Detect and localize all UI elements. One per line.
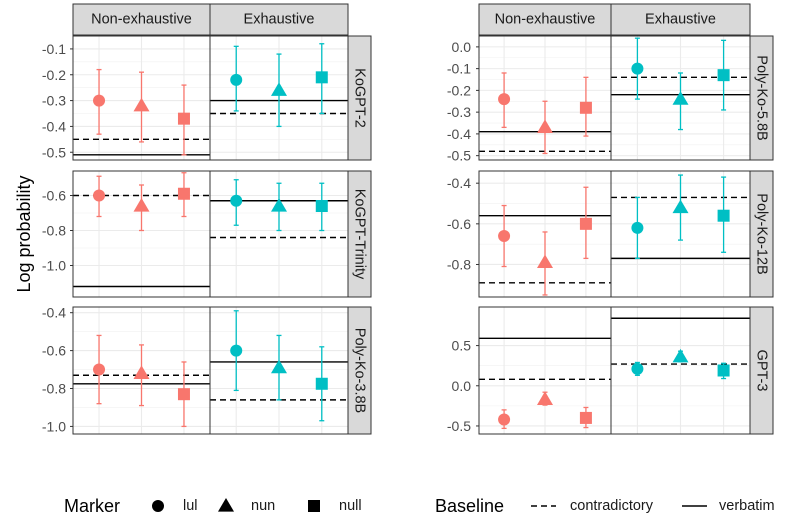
panel-border (610, 35, 751, 161)
y-tick-label: 0.0 (452, 378, 472, 394)
data-point-lul (93, 94, 106, 107)
y-tick-label: 0.5 (452, 338, 472, 354)
legend-key-lul (152, 500, 164, 512)
y-tick-label: -0.4 (42, 118, 66, 134)
data-point-nun (537, 254, 553, 269)
data-point-null (315, 377, 328, 390)
facet-strip-label: Exhaustive (645, 12, 716, 28)
y-tick-label: -0.4 (42, 305, 66, 321)
y-tick-label: -0.6 (42, 343, 66, 359)
data-point-nun (271, 82, 287, 96)
panel-border (610, 170, 751, 298)
facet-strip-exhaustive (209, 3, 349, 36)
y-tick-label: -0.1 (42, 41, 66, 57)
y-tick-label: -0.5 (42, 144, 66, 160)
legend-label-lul: lul (183, 498, 198, 514)
legend-label-null: null (339, 498, 362, 514)
y-tick-label: -0.6 (42, 188, 66, 204)
data-point-lul (631, 62, 644, 75)
facet-strip-label: Exhaustive (244, 12, 315, 28)
facet-strip-label: Non-exhaustive (495, 12, 596, 28)
data-point-null (717, 209, 730, 222)
data-point-null (177, 187, 190, 200)
legend-baseline-title: Baseline (435, 496, 504, 516)
y-tick-label: -0.2 (42, 67, 66, 83)
data-point-nun (133, 97, 150, 112)
legend-key-null (308, 500, 320, 512)
model-strip-label: GPT-3 (754, 350, 770, 392)
y-tick-label: -1.0 (42, 418, 66, 434)
legend-key-nun (218, 498, 234, 512)
data-point-lul (230, 344, 243, 357)
data-point-nun (271, 359, 287, 374)
facet-strip-exhaustive (610, 3, 751, 36)
facet-strip-label: Non-exhaustive (91, 12, 192, 28)
legend-label-nun: nun (251, 498, 275, 514)
data-point-nun (672, 348, 689, 363)
data-point-lul (498, 93, 511, 106)
data-point-null (315, 200, 328, 212)
y-tick-label: -0.5 (447, 418, 471, 434)
y-tick-label: -0.8 (42, 223, 66, 239)
y-tick-label: -0.8 (42, 381, 66, 397)
data-point-null (717, 364, 730, 377)
data-point-null (177, 112, 190, 125)
data-point-nun (271, 198, 287, 212)
data-point-lul (631, 362, 644, 375)
y-tick-label: -0.8 (447, 256, 471, 272)
facet-strip-non-exhaustive (72, 3, 211, 36)
y-axis-title: Log probability (14, 175, 34, 292)
panel-border (209, 306, 349, 435)
data-point-nun (537, 119, 553, 133)
y-tick-label: -0.6 (447, 216, 471, 232)
data-point-lul (631, 221, 644, 234)
data-point-null (579, 101, 592, 114)
y-tick-label: -0.1 (447, 61, 471, 77)
data-point-lul (230, 73, 243, 86)
legend-marker-title: Marker (64, 496, 120, 516)
data-point-null (177, 388, 190, 401)
model-strip-label: Poly-Ko-3.8B (352, 328, 368, 413)
data-point-lul (230, 194, 243, 207)
data-point-null (717, 69, 730, 82)
model-strip-label: KoGPT-2 (352, 68, 368, 128)
data-point-null (579, 411, 592, 424)
data-point-lul (93, 363, 106, 376)
y-tick-label: -0.5 (447, 148, 471, 164)
data-point-null (579, 217, 592, 230)
data-point-nun (537, 391, 553, 406)
data-point-lul (498, 413, 511, 426)
y-tick-label: -0.4 (447, 126, 471, 142)
legend-label-verbatim: verbatim (719, 498, 775, 514)
model-strip-label: Poly-Ko-5.8B (754, 55, 770, 140)
y-tick-label: -0.2 (447, 82, 471, 98)
y-tick-label: -0.3 (447, 104, 471, 120)
data-point-nun (672, 91, 689, 105)
panel-border (209, 170, 349, 298)
panel-border (610, 306, 751, 435)
data-point-nun (133, 198, 150, 212)
data-point-lul (93, 189, 106, 202)
data-point-nun (133, 365, 150, 379)
data-point-null (315, 71, 328, 84)
panel-border (209, 35, 349, 161)
model-strip-label: KoGPT-Trinity (352, 189, 368, 280)
y-tick-label: -1.0 (42, 258, 66, 274)
y-tick-label: -0.3 (42, 93, 66, 109)
data-point-lul (498, 230, 511, 243)
legend-label-contradictory: contradictory (570, 498, 654, 514)
y-tick-label: 0.0 (452, 39, 472, 55)
model-strip-label: Poly-Ko-12B (754, 193, 770, 274)
data-point-nun (672, 199, 689, 214)
y-tick-label: -0.4 (447, 175, 471, 191)
